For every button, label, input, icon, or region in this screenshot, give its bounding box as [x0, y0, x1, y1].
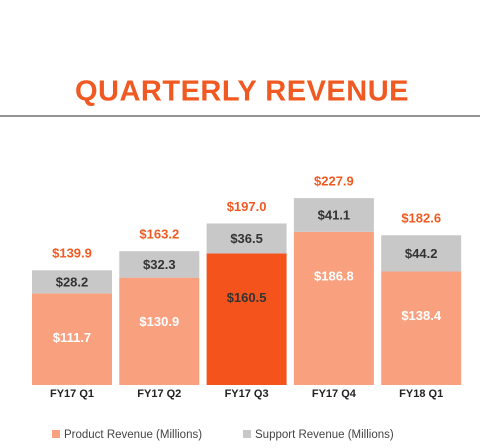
total-label: $197.0	[227, 199, 267, 214]
bar-segment	[32, 270, 112, 294]
bar-segment	[206, 253, 287, 385]
x-tick-label: FY17 Q1	[50, 388, 94, 400]
total-label: $163.2	[139, 227, 179, 242]
value-label: $41.1	[318, 207, 351, 222]
value-label: $138.4	[401, 308, 442, 323]
bar-segment	[293, 198, 374, 232]
legend-swatch	[52, 430, 60, 438]
bar-segment	[119, 277, 200, 385]
value-label: $160.5	[227, 290, 267, 305]
value-label: $44.2	[405, 246, 438, 261]
bar-segment	[32, 293, 112, 385]
value-label: $186.8	[314, 268, 354, 283]
total-label: $227.9	[314, 174, 354, 189]
legend-label: Product Revenue (Millions)	[64, 429, 202, 441]
value-label: $32.3	[143, 257, 176, 272]
total-label: $182.6	[401, 211, 441, 226]
total-label: $139.9	[52, 246, 92, 261]
value-label: $36.5	[230, 231, 263, 246]
bar-segment	[293, 231, 374, 385]
value-label: $130.9	[139, 314, 179, 329]
value-label: $28.2	[56, 274, 89, 289]
legend-swatch	[243, 430, 251, 438]
bar-segment	[381, 271, 462, 385]
x-tick-label: FY18 Q1	[399, 388, 443, 400]
x-tick-label: FY17 Q3	[225, 388, 269, 400]
bar-segment	[119, 251, 200, 278]
bar-segment	[381, 235, 462, 272]
value-label: $111.7	[53, 330, 91, 345]
legend-label: Support Revenue (Millions)	[255, 429, 394, 441]
x-tick-label: FY17 Q4	[312, 388, 357, 400]
bar-segment	[206, 223, 287, 254]
x-tick-label: FY17 Q2	[137, 388, 181, 400]
chart-title: QUARTERLY REVENUE	[75, 76, 409, 108]
